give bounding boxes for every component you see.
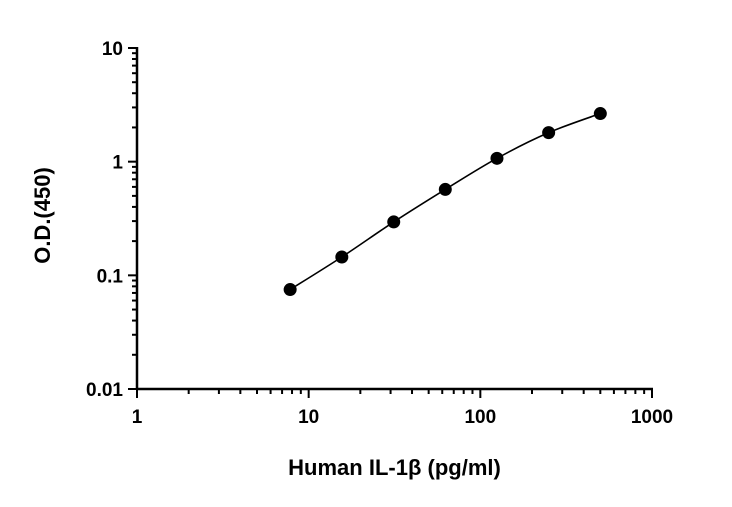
data-point (438, 182, 452, 196)
x-tick-label: 100 (464, 407, 496, 428)
fit-curve-layer (289, 112, 601, 291)
y-tick-label: 0.1 (97, 266, 124, 287)
y-tick-label: 1 (112, 153, 123, 174)
x-tick-label: 1000 (631, 407, 673, 428)
data-points-layer (283, 107, 607, 297)
x-tick-label: 1 (132, 407, 143, 428)
data-point (387, 215, 401, 229)
data-point (335, 250, 349, 264)
axes: 0.01 0.1 1 10 1 10 100 1000 (86, 39, 673, 428)
data-point (490, 151, 504, 165)
x-axis-title: Human IL-1β (pg/ml) (288, 455, 501, 480)
data-point (283, 283, 297, 297)
y-axis-title: O.D.(450) (30, 167, 55, 264)
data-point (593, 107, 607, 121)
y-tick-label: 0.01 (86, 380, 123, 401)
data-point (542, 126, 556, 140)
x-tick-label: 10 (298, 407, 319, 428)
fit-curve-line (289, 112, 601, 291)
y-tick-label: 10 (102, 39, 123, 60)
